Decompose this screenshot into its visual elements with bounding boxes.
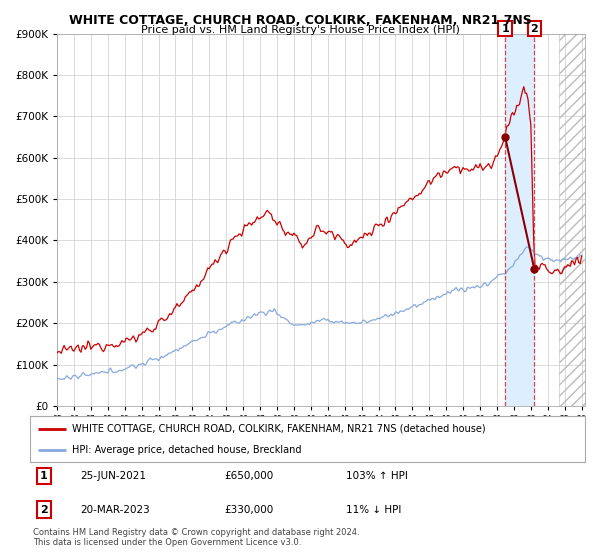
Text: Price paid vs. HM Land Registry's House Price Index (HPI): Price paid vs. HM Land Registry's House …	[140, 25, 460, 35]
Text: 25-JUN-2021: 25-JUN-2021	[80, 472, 146, 482]
Bar	[559, 34, 587, 406]
Text: 1: 1	[40, 472, 48, 482]
Text: HPI: Average price, detached house, Breckland: HPI: Average price, detached house, Brec…	[71, 445, 301, 455]
Text: Contains HM Land Registry data © Crown copyright and database right 2024.
This d: Contains HM Land Registry data © Crown c…	[33, 528, 359, 547]
Text: 2: 2	[530, 24, 538, 34]
Text: 103% ↑ HPI: 103% ↑ HPI	[346, 472, 408, 482]
Text: £650,000: £650,000	[224, 472, 274, 482]
Text: 11% ↓ HPI: 11% ↓ HPI	[346, 505, 402, 515]
Bar	[505, 34, 535, 406]
Text: 20-MAR-2023: 20-MAR-2023	[80, 505, 150, 515]
Text: £330,000: £330,000	[224, 505, 274, 515]
Text: WHITE COTTAGE, CHURCH ROAD, COLKIRK, FAKENHAM, NR21 7NS (detached house): WHITE COTTAGE, CHURCH ROAD, COLKIRK, FAK…	[71, 424, 485, 434]
Text: WHITE COTTAGE, CHURCH ROAD, COLKIRK, FAKENHAM, NR21 7NS: WHITE COTTAGE, CHURCH ROAD, COLKIRK, FAK…	[68, 14, 532, 27]
Text: 2: 2	[40, 505, 48, 515]
Text: 1: 1	[501, 24, 509, 34]
